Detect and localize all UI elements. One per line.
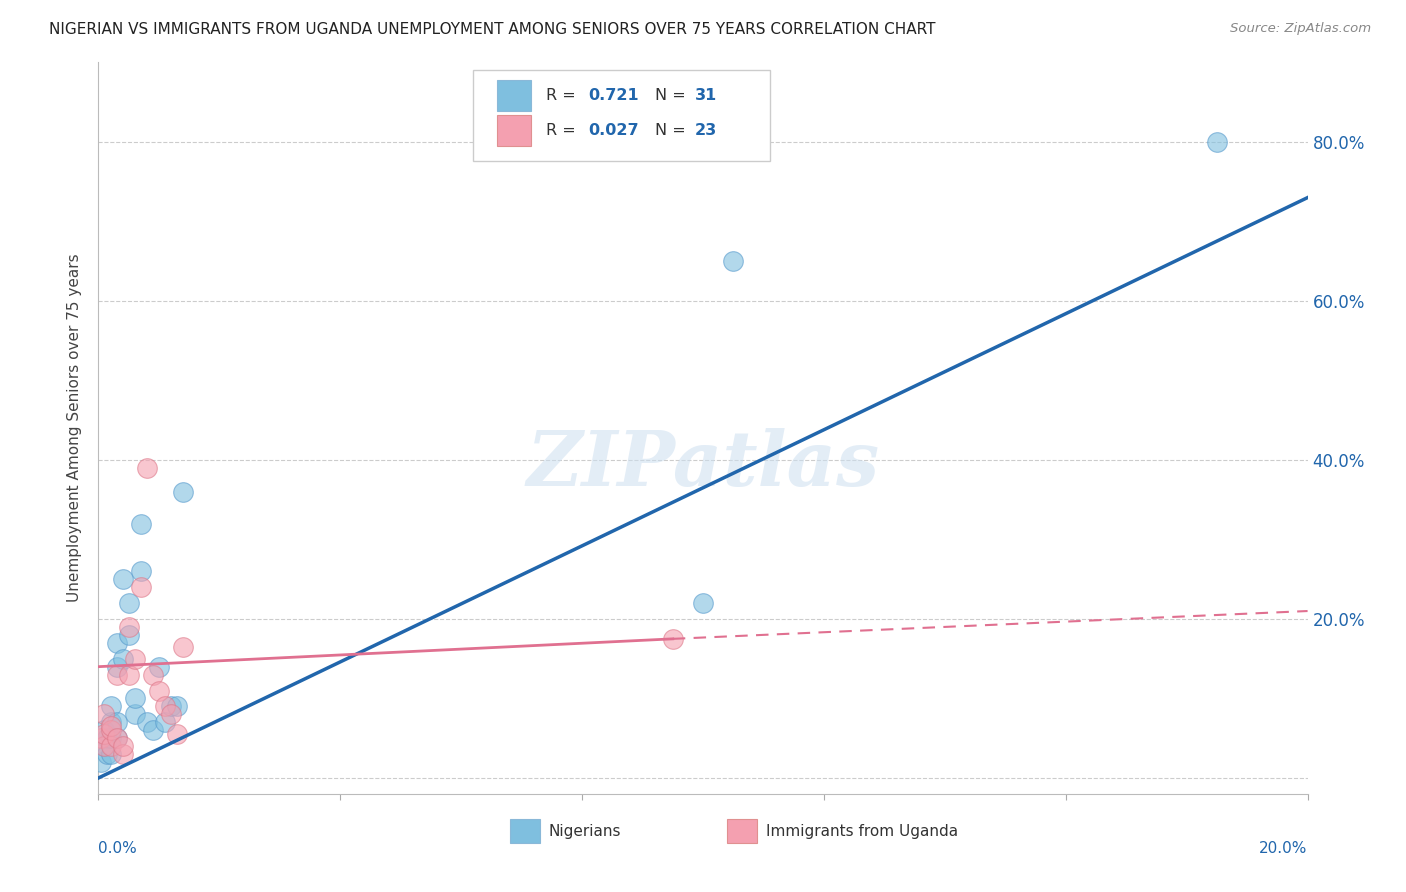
Point — [105, 636, 128, 650]
Point — [1206, 135, 1229, 149]
Point — [100, 739, 122, 754]
Point — [111, 739, 134, 754]
Point — [160, 699, 183, 714]
Point — [93, 739, 115, 754]
Point — [96, 731, 118, 746]
Point — [118, 596, 141, 610]
Text: R =: R = — [546, 87, 581, 103]
Text: NIGERIAN VS IMMIGRANTS FROM UGANDA UNEMPLOYMENT AMONG SENIORS OVER 75 YEARS CORR: NIGERIAN VS IMMIGRANTS FROM UGANDA UNEMP… — [49, 22, 936, 37]
Point — [153, 699, 176, 714]
Point — [93, 739, 115, 754]
Point — [118, 667, 141, 681]
Point — [661, 632, 683, 646]
Point — [135, 461, 157, 475]
Point — [100, 731, 122, 746]
Point — [118, 628, 141, 642]
Text: 0.027: 0.027 — [588, 123, 638, 138]
FancyBboxPatch shape — [474, 70, 769, 161]
Point — [100, 699, 122, 714]
Point — [90, 755, 112, 769]
Point — [124, 691, 146, 706]
Point — [172, 484, 194, 499]
Text: N =: N = — [655, 87, 690, 103]
Point — [142, 667, 165, 681]
Point — [96, 747, 118, 761]
Point — [105, 659, 128, 673]
Text: R =: R = — [546, 123, 581, 138]
Point — [129, 580, 152, 594]
Point — [148, 683, 170, 698]
Point — [105, 715, 128, 730]
Text: Immigrants from Uganda: Immigrants from Uganda — [766, 823, 957, 838]
Point — [148, 659, 170, 673]
Point — [129, 516, 152, 531]
Point — [100, 723, 122, 738]
Point — [105, 731, 128, 746]
Text: 0.721: 0.721 — [588, 87, 638, 103]
Point — [160, 707, 183, 722]
Point — [124, 651, 146, 665]
Point — [105, 667, 128, 681]
Point — [142, 723, 165, 738]
Point — [166, 727, 188, 741]
Point — [105, 731, 128, 746]
Point — [100, 715, 122, 730]
Text: Source: ZipAtlas.com: Source: ZipAtlas.com — [1230, 22, 1371, 36]
Point — [111, 572, 134, 586]
Point — [100, 719, 122, 733]
Y-axis label: Unemployment Among Seniors over 75 years: Unemployment Among Seniors over 75 years — [67, 254, 83, 602]
Point — [118, 620, 141, 634]
Point — [129, 564, 152, 578]
Point — [723, 254, 745, 268]
Point — [153, 715, 176, 730]
FancyBboxPatch shape — [509, 820, 540, 843]
Text: Nigerians: Nigerians — [548, 823, 620, 838]
FancyBboxPatch shape — [727, 820, 758, 843]
Point — [93, 723, 115, 738]
Point — [90, 731, 112, 746]
Text: 23: 23 — [695, 123, 717, 138]
Point — [93, 727, 115, 741]
FancyBboxPatch shape — [498, 80, 531, 111]
Point — [93, 707, 115, 722]
Point — [172, 640, 194, 654]
Point — [692, 596, 714, 610]
Point — [166, 699, 188, 714]
Point — [135, 715, 157, 730]
Text: ZIPatlas: ZIPatlas — [526, 428, 880, 501]
Point — [124, 707, 146, 722]
Text: 31: 31 — [695, 87, 717, 103]
Point — [100, 747, 122, 761]
FancyBboxPatch shape — [498, 115, 531, 145]
Point — [111, 747, 134, 761]
Text: 0.0%: 0.0% — [98, 841, 138, 856]
Text: N =: N = — [655, 123, 690, 138]
Point — [111, 651, 134, 665]
Text: 20.0%: 20.0% — [1260, 841, 1308, 856]
